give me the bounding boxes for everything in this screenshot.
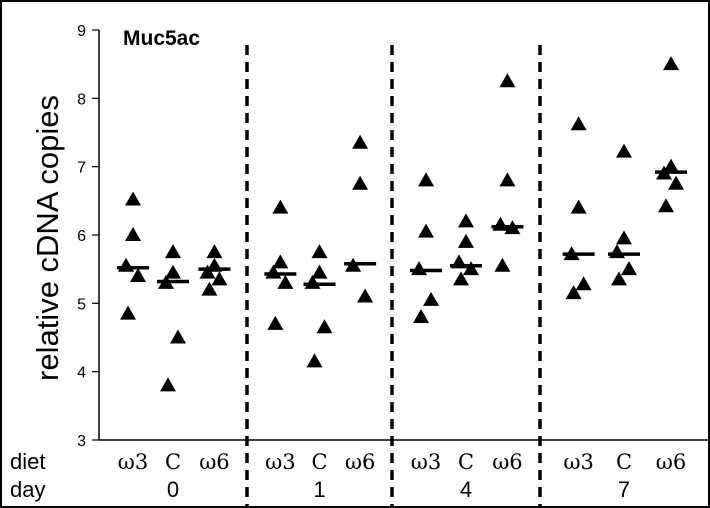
y-tick-label: 3 <box>77 433 86 450</box>
data-point <box>499 73 516 88</box>
data-point <box>668 175 685 190</box>
diet-label: C <box>458 450 474 474</box>
data-point <box>499 172 516 187</box>
y-tick-label: 5 <box>77 296 86 313</box>
data-point <box>316 319 333 334</box>
day-label: 1 <box>313 477 325 502</box>
data-point <box>125 191 142 206</box>
diet-label: ω3 <box>411 450 442 474</box>
data-point <box>411 261 428 276</box>
diet-label: ω6 <box>199 450 230 474</box>
data-marks <box>117 56 688 392</box>
y-tick-label: 6 <box>77 228 86 245</box>
data-point <box>621 261 637 276</box>
data-point <box>658 198 675 213</box>
day-label: 7 <box>618 477 630 502</box>
y-tick-label: 7 <box>77 160 86 177</box>
data-point <box>453 271 469 286</box>
data-point <box>311 264 328 279</box>
diet-label: ω3 <box>563 450 594 474</box>
data-point <box>272 199 289 214</box>
data-point <box>492 216 509 231</box>
data-point <box>165 244 181 259</box>
data-point <box>125 227 142 241</box>
data-point <box>352 134 369 149</box>
y-tick-label: 9 <box>77 23 86 40</box>
data-point <box>160 377 176 392</box>
diet-label: C <box>311 450 327 474</box>
y-tick-label: 4 <box>77 365 86 382</box>
diet-label: ω3 <box>118 450 149 474</box>
diet-label: C <box>616 450 632 474</box>
data-point <box>494 257 511 272</box>
diet-label: ω6 <box>492 450 523 474</box>
diet-label: C <box>165 450 181 474</box>
data-point <box>311 244 328 259</box>
data-point <box>277 274 294 289</box>
day-row-label: day <box>10 477 45 502</box>
data-point <box>575 276 592 291</box>
day-label: 4 <box>460 477 472 502</box>
data-point <box>570 116 587 131</box>
data-point <box>267 315 284 330</box>
data-point <box>413 309 430 323</box>
data-point <box>616 230 632 245</box>
data-point <box>570 199 587 214</box>
data-point <box>663 56 680 71</box>
data-point <box>201 281 218 296</box>
data-point <box>418 172 435 187</box>
data-point <box>118 257 135 272</box>
data-point <box>418 223 435 238</box>
day-dividers <box>245 45 542 508</box>
data-point <box>206 244 223 259</box>
diet-label: ω3 <box>265 450 296 474</box>
data-point <box>611 271 627 286</box>
y-tick-label: 8 <box>77 91 86 108</box>
data-point <box>130 268 147 282</box>
data-point <box>616 143 632 158</box>
data-point <box>165 264 181 279</box>
data-point <box>170 329 186 344</box>
diet-label: ω6 <box>345 450 376 474</box>
data-point <box>423 291 440 306</box>
data-point <box>272 254 289 269</box>
data-point <box>120 305 137 320</box>
data-point <box>565 285 582 300</box>
diet-label: ω6 <box>656 450 687 474</box>
data-point <box>458 233 474 248</box>
data-point <box>306 353 323 368</box>
data-point <box>357 288 374 303</box>
day-label: 0 <box>167 477 179 502</box>
data-point <box>352 175 369 190</box>
data-point <box>199 264 216 279</box>
chart-title: Muc5ac <box>123 27 200 50</box>
data-point <box>609 244 625 259</box>
data-point <box>663 158 680 173</box>
data-point <box>463 261 479 276</box>
data-point <box>211 271 228 286</box>
y-ticks: 3 4 5 6 7 8 9 <box>77 23 99 450</box>
diet-row-label: diet <box>10 449 45 474</box>
data-point <box>458 213 474 228</box>
y-axis-label: relative cDNA copies <box>30 95 65 381</box>
